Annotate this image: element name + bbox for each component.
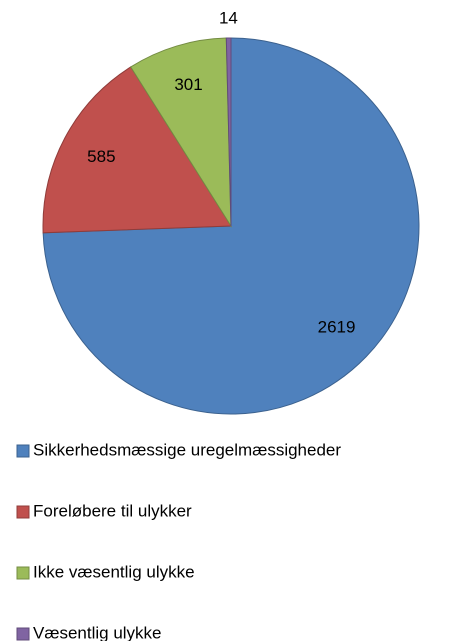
legend-label: Sikkerhedsmæssige uregelmæssigheder (33, 440, 341, 459)
legend-swatch (16, 505, 30, 519)
legend-swatch (16, 627, 30, 641)
legend-swatch (16, 444, 30, 458)
data-label: 14 (219, 9, 238, 28)
pie-slice (225, 37, 232, 227)
pie-slice (130, 37, 232, 228)
legend-label: Foreløbere til ulykker (33, 501, 192, 520)
legend-label: Væsentlig ulykke (33, 623, 162, 641)
pie-slice (42, 66, 232, 234)
data-label: 301 (174, 75, 202, 94)
data-label: 585 (87, 147, 115, 166)
legend-label: Ikke væsentlig ulykke (33, 562, 195, 581)
data-label: 2619 (318, 317, 356, 336)
legend-swatch (16, 566, 30, 580)
